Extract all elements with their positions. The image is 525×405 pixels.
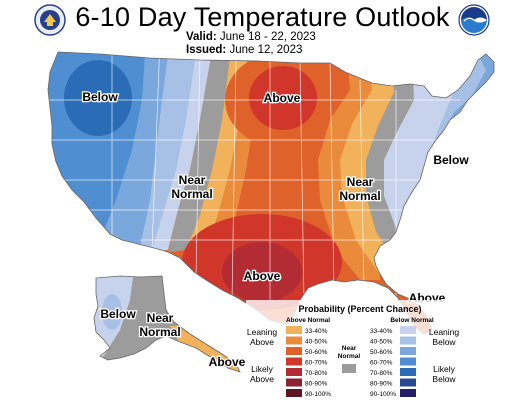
label-below-east: Below (433, 153, 469, 167)
legend-leaning-below-1: Leaning (429, 327, 460, 337)
legend-above-column: 33-40% 40-50% 50-60% 60-70% 70-80% 80-90% 90-1… (286, 326, 331, 398)
legend-leaning-above-2: Above (250, 337, 274, 347)
label-near-east-1: Near (347, 175, 374, 189)
legend-likely-above-1: Likely (251, 364, 273, 374)
legend-below-header: Below Normal (390, 317, 434, 324)
label-below-west: Below (82, 90, 118, 104)
legend-likely-above-2: Above (250, 374, 274, 384)
label-near-east-2: Normal (339, 189, 380, 203)
central-near-normal (168, 52, 232, 252)
label-near-center-2: Normal (171, 187, 212, 201)
legend-above-range-3: 50-60% (305, 349, 328, 356)
valid-label: Valid: (186, 31, 217, 43)
label-above-north: Above (264, 91, 301, 105)
legend-above-swatch-5 (286, 368, 302, 376)
north-above-60-70 (249, 66, 317, 130)
legend-below-swatch-2 (400, 336, 416, 345)
label-near-alaska-1: Near (147, 311, 174, 325)
legend-above-swatch-7 (286, 389, 302, 397)
legend-below-range-5: 70-80% (370, 370, 393, 377)
legend-above-swatch-4 (286, 357, 302, 366)
legend-below-range-1: 33-40% (370, 328, 393, 335)
west-below-70-80 (64, 60, 132, 136)
south-above-70-80 (222, 242, 302, 302)
conus-outline (47, 51, 495, 335)
alaska-outline (93, 275, 241, 373)
legend-near-header-2: Normal (338, 353, 361, 360)
legend-above-range-7: 90-100% (305, 391, 331, 398)
legend-below-swatch-6 (400, 378, 416, 387)
legend-above-range-6: 80-90% (305, 381, 328, 388)
legend-title: Probability (Percent Chance) (298, 304, 421, 314)
state-line-parallels (48, 99, 460, 241)
legend-below-range-3: 50-60% (370, 349, 393, 356)
legend-above-swatch-3 (286, 347, 302, 355)
legend-below-column: 33-40% 40-50% 50-60% 60-70% 70-80% 80-90% 90-1… (370, 326, 416, 398)
legend-below-swatch-1 (400, 326, 416, 334)
valid-value: June 18 - 22, 2023 (219, 31, 316, 43)
legend-below-swatch-4 (400, 357, 416, 366)
legend-above-swatch-1 (286, 326, 302, 334)
label-near-center-1: Near (179, 173, 206, 187)
legend-near-swatch (342, 364, 356, 373)
legend-above-swatch-6 (286, 378, 302, 387)
legend-above-range-1: 33-40% (305, 328, 328, 335)
legend-above-header: Above Normal (286, 317, 330, 324)
label-near-alaska-2: Normal (139, 325, 180, 339)
legend-above-range-2: 40-50% (305, 339, 328, 346)
label-above-alaska-se: Above (209, 355, 246, 369)
legend-below-range-2: 40-50% (370, 339, 393, 346)
legend-below-swatch-3 (400, 347, 416, 355)
issued-row: Issued: June 12, 2023 (186, 44, 316, 57)
page-title: 6-10 Day Temperature Outlook (75, 2, 450, 32)
date-block: Valid: June 18 - 22, 2023 Issued: June 1… (186, 31, 316, 57)
legend-above-range-5: 70-80% (305, 370, 328, 377)
label-above-texas: Above (244, 269, 281, 283)
legend-leaning-below-2: Below (432, 337, 456, 347)
header: 6-10 Day Temperature Outlook Valid: June… (0, 0, 525, 58)
state-lines (48, 52, 460, 301)
valid-row: Valid: June 18 - 22, 2023 (186, 31, 316, 44)
issued-label: Issued: (186, 44, 227, 56)
commerce-seal-logo (34, 4, 66, 36)
legend-likely-below-2: Below (432, 374, 456, 384)
legend-likely-below-1: Likely (433, 364, 455, 374)
legend-below-range-6: 80-90% (370, 381, 393, 388)
legend-above-range-4: 60-70% (305, 360, 328, 367)
alaska-below-40-50 (102, 294, 122, 330)
legend-above-swatch-2 (286, 336, 302, 345)
noaa-logo (458, 4, 490, 36)
legend-below-range-4: 60-70% (370, 360, 393, 367)
legend-below-range-7: 90-100% (370, 391, 396, 398)
legend-below-swatch-7 (400, 389, 416, 397)
legend-leaning-above-1: Leaning (247, 327, 278, 337)
legend: Probability (Percent Chance) Above Norma… (246, 300, 508, 400)
legend-below-swatch-5 (400, 368, 416, 376)
label-below-alaska: Below (100, 307, 136, 321)
legend-near-header-1: Near (342, 345, 357, 352)
issued-value: June 12, 2023 (229, 44, 303, 56)
